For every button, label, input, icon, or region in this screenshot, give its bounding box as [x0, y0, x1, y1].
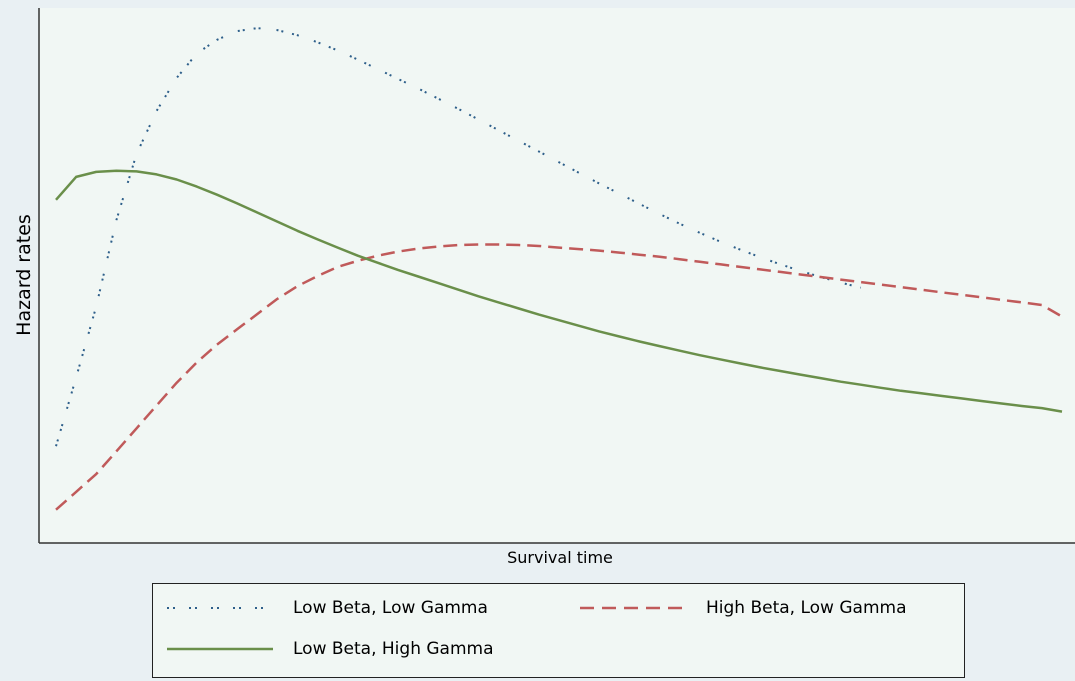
series-layer: [55, 27, 1063, 511]
y-axis-label: Hazard rates: [13, 214, 35, 336]
legend-swatch-dashed: [580, 606, 686, 610]
legend-item-low-beta-high-gamma: Low Beta, High Gamma: [165, 639, 494, 659]
legend-label: High Beta, Low Gamma: [706, 598, 907, 618]
legend-item-high-beta-low-gamma: High Beta, Low Gamma: [578, 598, 907, 618]
legend: Low Beta, Low Gamma High Beta, Low Gamma…: [152, 583, 965, 678]
legend-item-low-beta-low-gamma: Low Beta, Low Gamma: [165, 598, 488, 618]
legend-swatch-dotted: [167, 607, 273, 609]
legend-swatch-solid: [167, 647, 273, 651]
legend-label: Low Beta, High Gamma: [293, 639, 494, 659]
plot-area: [39, 8, 1075, 543]
series-line-high-beta-low-gamma: [55, 243, 1063, 511]
series-line-low-beta-high-gamma: [55, 169, 1063, 413]
legend-label: Low Beta, Low Gamma: [293, 598, 488, 618]
x-axis-label: Survival time: [507, 548, 613, 567]
